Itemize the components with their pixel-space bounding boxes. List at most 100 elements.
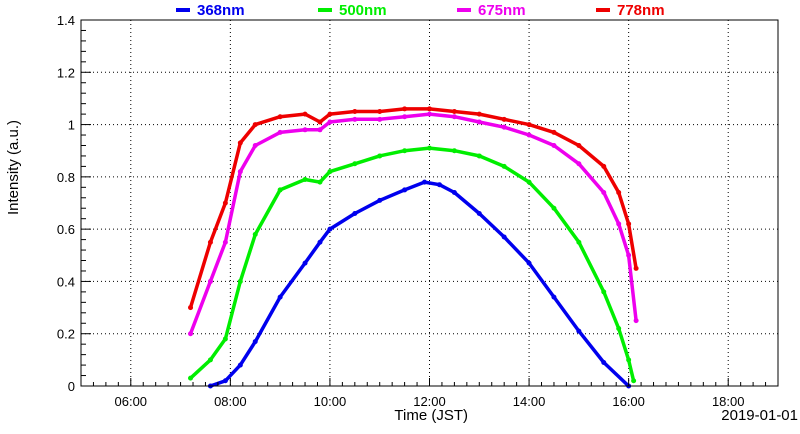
data-point-368nm bbox=[551, 294, 557, 300]
data-point-675nm bbox=[207, 278, 213, 284]
y-tick-label: 0 bbox=[68, 379, 75, 394]
data-point-675nm bbox=[402, 114, 408, 120]
data-point-500nm bbox=[377, 153, 383, 159]
data-point-500nm bbox=[302, 176, 308, 182]
data-point-778nm bbox=[317, 119, 323, 125]
data-point-500nm bbox=[427, 145, 432, 151]
data-point-778nm bbox=[526, 122, 532, 128]
data-point-675nm bbox=[576, 161, 582, 167]
data-point-675nm bbox=[427, 111, 432, 117]
data-point-368nm bbox=[377, 197, 383, 203]
data-point-500nm bbox=[207, 357, 213, 363]
y-axis-title: Intensity (a.u.) bbox=[5, 120, 22, 215]
data-point-500nm bbox=[576, 239, 582, 245]
data-point-778nm bbox=[327, 111, 333, 117]
data-point-675nm bbox=[451, 114, 457, 120]
data-point-500nm bbox=[601, 289, 607, 295]
data-point-675nm bbox=[526, 132, 532, 138]
x-tick-label: 18:00 bbox=[712, 394, 745, 409]
series-675nm bbox=[188, 111, 639, 337]
data-point-675nm bbox=[377, 116, 383, 122]
y-tick-label: 0.8 bbox=[57, 170, 75, 185]
data-point-368nm bbox=[302, 260, 308, 266]
data-point-778nm bbox=[188, 305, 194, 311]
data-point-675nm bbox=[317, 127, 323, 133]
y-tick-label: 0.6 bbox=[57, 222, 75, 237]
data-point-675nm bbox=[633, 318, 639, 324]
data-point-778nm bbox=[501, 116, 507, 122]
series-line-500nm bbox=[189, 146, 636, 382]
data-point-675nm bbox=[626, 252, 632, 258]
date-label: 2019-01-01 bbox=[721, 407, 798, 424]
data-point-675nm bbox=[237, 169, 243, 175]
data-point-778nm bbox=[252, 122, 258, 128]
series-778nm bbox=[188, 106, 639, 311]
data-point-368nm bbox=[237, 362, 243, 368]
data-point-368nm bbox=[222, 378, 228, 384]
y-tick-label: 0.2 bbox=[57, 327, 75, 342]
data-point-675nm bbox=[352, 116, 358, 122]
data-point-778nm bbox=[222, 200, 228, 206]
data-point-500nm bbox=[237, 278, 243, 284]
series-368nm bbox=[207, 179, 632, 389]
series-500nm bbox=[188, 145, 637, 384]
data-point-368nm bbox=[501, 234, 507, 240]
legend-label-368nm: 368nm bbox=[197, 2, 245, 19]
axes: 06:00 08:00 10:00 12:00 14:00 16:00 18:00 0 0.2 0… bbox=[57, 13, 779, 409]
data-point-500nm bbox=[501, 163, 507, 169]
data-point-778nm bbox=[377, 109, 383, 114]
data-point-368nm bbox=[436, 182, 442, 188]
series-layer bbox=[188, 106, 639, 389]
x-tick-label: 14:00 bbox=[513, 394, 546, 409]
data-point-368nm bbox=[526, 260, 532, 266]
grid bbox=[81, 19, 778, 387]
data-point-500nm bbox=[526, 179, 532, 185]
data-point-675nm bbox=[327, 119, 333, 125]
data-point-500nm bbox=[277, 187, 283, 193]
data-point-778nm bbox=[302, 111, 308, 117]
data-point-778nm bbox=[551, 129, 557, 135]
data-point-778nm bbox=[237, 140, 243, 146]
data-point-368nm bbox=[476, 210, 482, 216]
data-point-778nm bbox=[352, 109, 358, 114]
y-tick-label: 1.2 bbox=[57, 65, 75, 80]
data-point-500nm bbox=[451, 148, 457, 154]
data-point-500nm bbox=[327, 169, 333, 175]
data-point-500nm bbox=[402, 148, 408, 154]
data-point-368nm bbox=[277, 294, 283, 300]
x-tick-label: 16:00 bbox=[612, 394, 645, 409]
data-point-675nm bbox=[616, 221, 622, 227]
data-point-500nm bbox=[352, 161, 358, 167]
data-point-500nm bbox=[476, 153, 482, 159]
data-point-500nm bbox=[631, 378, 637, 384]
legend: 368nm 500nm 675nm 778nm bbox=[176, 2, 665, 19]
data-point-500nm bbox=[551, 205, 557, 211]
data-point-675nm bbox=[501, 124, 507, 130]
data-point-778nm bbox=[633, 265, 639, 271]
data-point-500nm bbox=[252, 231, 258, 237]
y-tick-label: 1.4 bbox=[57, 13, 75, 28]
x-tick-label: 10:00 bbox=[314, 394, 347, 409]
data-point-778nm bbox=[626, 221, 632, 227]
data-point-778nm bbox=[616, 190, 622, 196]
plot-frame bbox=[80, 19, 779, 387]
data-point-778nm bbox=[451, 109, 457, 114]
y-tick-label: 1 bbox=[68, 118, 75, 133]
data-point-778nm bbox=[427, 106, 432, 112]
data-point-778nm bbox=[277, 114, 283, 120]
data-point-778nm bbox=[476, 111, 482, 117]
data-point-675nm bbox=[601, 190, 607, 196]
data-point-500nm bbox=[626, 357, 632, 363]
data-point-368nm bbox=[327, 226, 333, 232]
data-point-778nm bbox=[576, 142, 582, 148]
data-point-368nm bbox=[317, 239, 323, 245]
data-point-500nm bbox=[188, 375, 194, 381]
data-point-675nm bbox=[551, 142, 557, 148]
data-point-675nm bbox=[222, 239, 228, 245]
data-point-778nm bbox=[601, 163, 607, 169]
data-point-675nm bbox=[252, 142, 258, 148]
x-tick-label: 08:00 bbox=[214, 394, 247, 409]
data-point-368nm bbox=[352, 210, 358, 216]
data-point-778nm bbox=[402, 106, 408, 112]
